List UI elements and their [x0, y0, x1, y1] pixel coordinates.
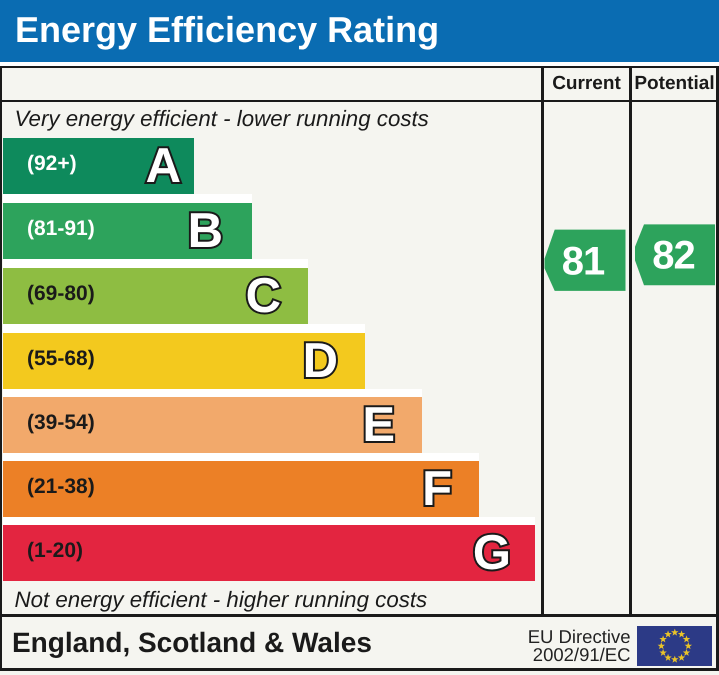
svg-text:G: G [473, 526, 511, 580]
svg-text:E: E [362, 398, 395, 452]
svg-text:F: F [422, 462, 452, 516]
svg-text:A: A [146, 139, 181, 193]
svg-text:B: B [188, 204, 223, 258]
svg-text:D: D [303, 334, 338, 388]
svg-text:81: 81 [562, 240, 605, 284]
svg-text:C: C [246, 269, 281, 323]
svg-text:82: 82 [652, 234, 695, 278]
